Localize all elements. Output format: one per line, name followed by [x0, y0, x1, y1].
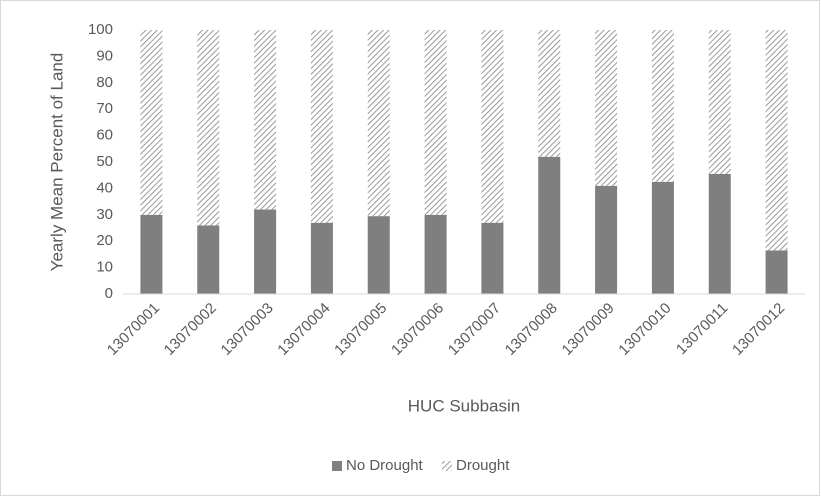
y-tick-label: 50	[96, 153, 113, 170]
y-tick-label: 10	[96, 259, 113, 276]
bar-segment	[538, 30, 561, 157]
y-tick-label: 20	[96, 232, 113, 249]
y-tick-label: 90	[96, 47, 113, 64]
bar-segment	[254, 30, 277, 210]
bar-segment	[424, 30, 447, 215]
bar-segment	[651, 30, 674, 182]
y-tick-label: 100	[88, 21, 113, 38]
bar-segment	[310, 222, 333, 294]
bar-segment	[651, 181, 674, 294]
y-tick-label: 60	[96, 127, 113, 144]
y-tick-label: 30	[96, 206, 113, 223]
bar-segment	[140, 30, 163, 215]
y-tick-label: 70	[96, 100, 113, 117]
bar-segment	[367, 216, 390, 294]
legend-swatch	[442, 461, 452, 471]
legend-swatch	[332, 461, 342, 471]
bar-segment	[595, 185, 618, 294]
bar-segment	[367, 30, 390, 217]
legend-label: No Drought	[346, 457, 424, 474]
y-tick-label: 40	[96, 179, 113, 196]
bar-segment	[254, 209, 277, 294]
bar-segment	[424, 214, 447, 294]
bar-segment	[538, 156, 561, 294]
x-axis-title: HUC Subbasin	[408, 396, 520, 415]
bar-segment	[197, 225, 220, 294]
bar-segment	[197, 30, 220, 226]
bar-segment	[310, 30, 333, 223]
bar-segment	[708, 173, 731, 294]
bar-segment	[765, 250, 788, 294]
bar-segment	[140, 214, 163, 294]
bar-segment	[765, 30, 788, 251]
y-tick-label: 80	[96, 74, 113, 91]
y-tick-label: 0	[105, 285, 113, 302]
bar-segment	[481, 222, 504, 294]
y-axis-title: Yearly Mean Percent of Land	[47, 53, 66, 272]
bar-segment	[708, 30, 731, 174]
legend-label: Drought	[456, 457, 510, 474]
bar-segment	[481, 30, 504, 223]
bar-segment	[595, 30, 618, 186]
